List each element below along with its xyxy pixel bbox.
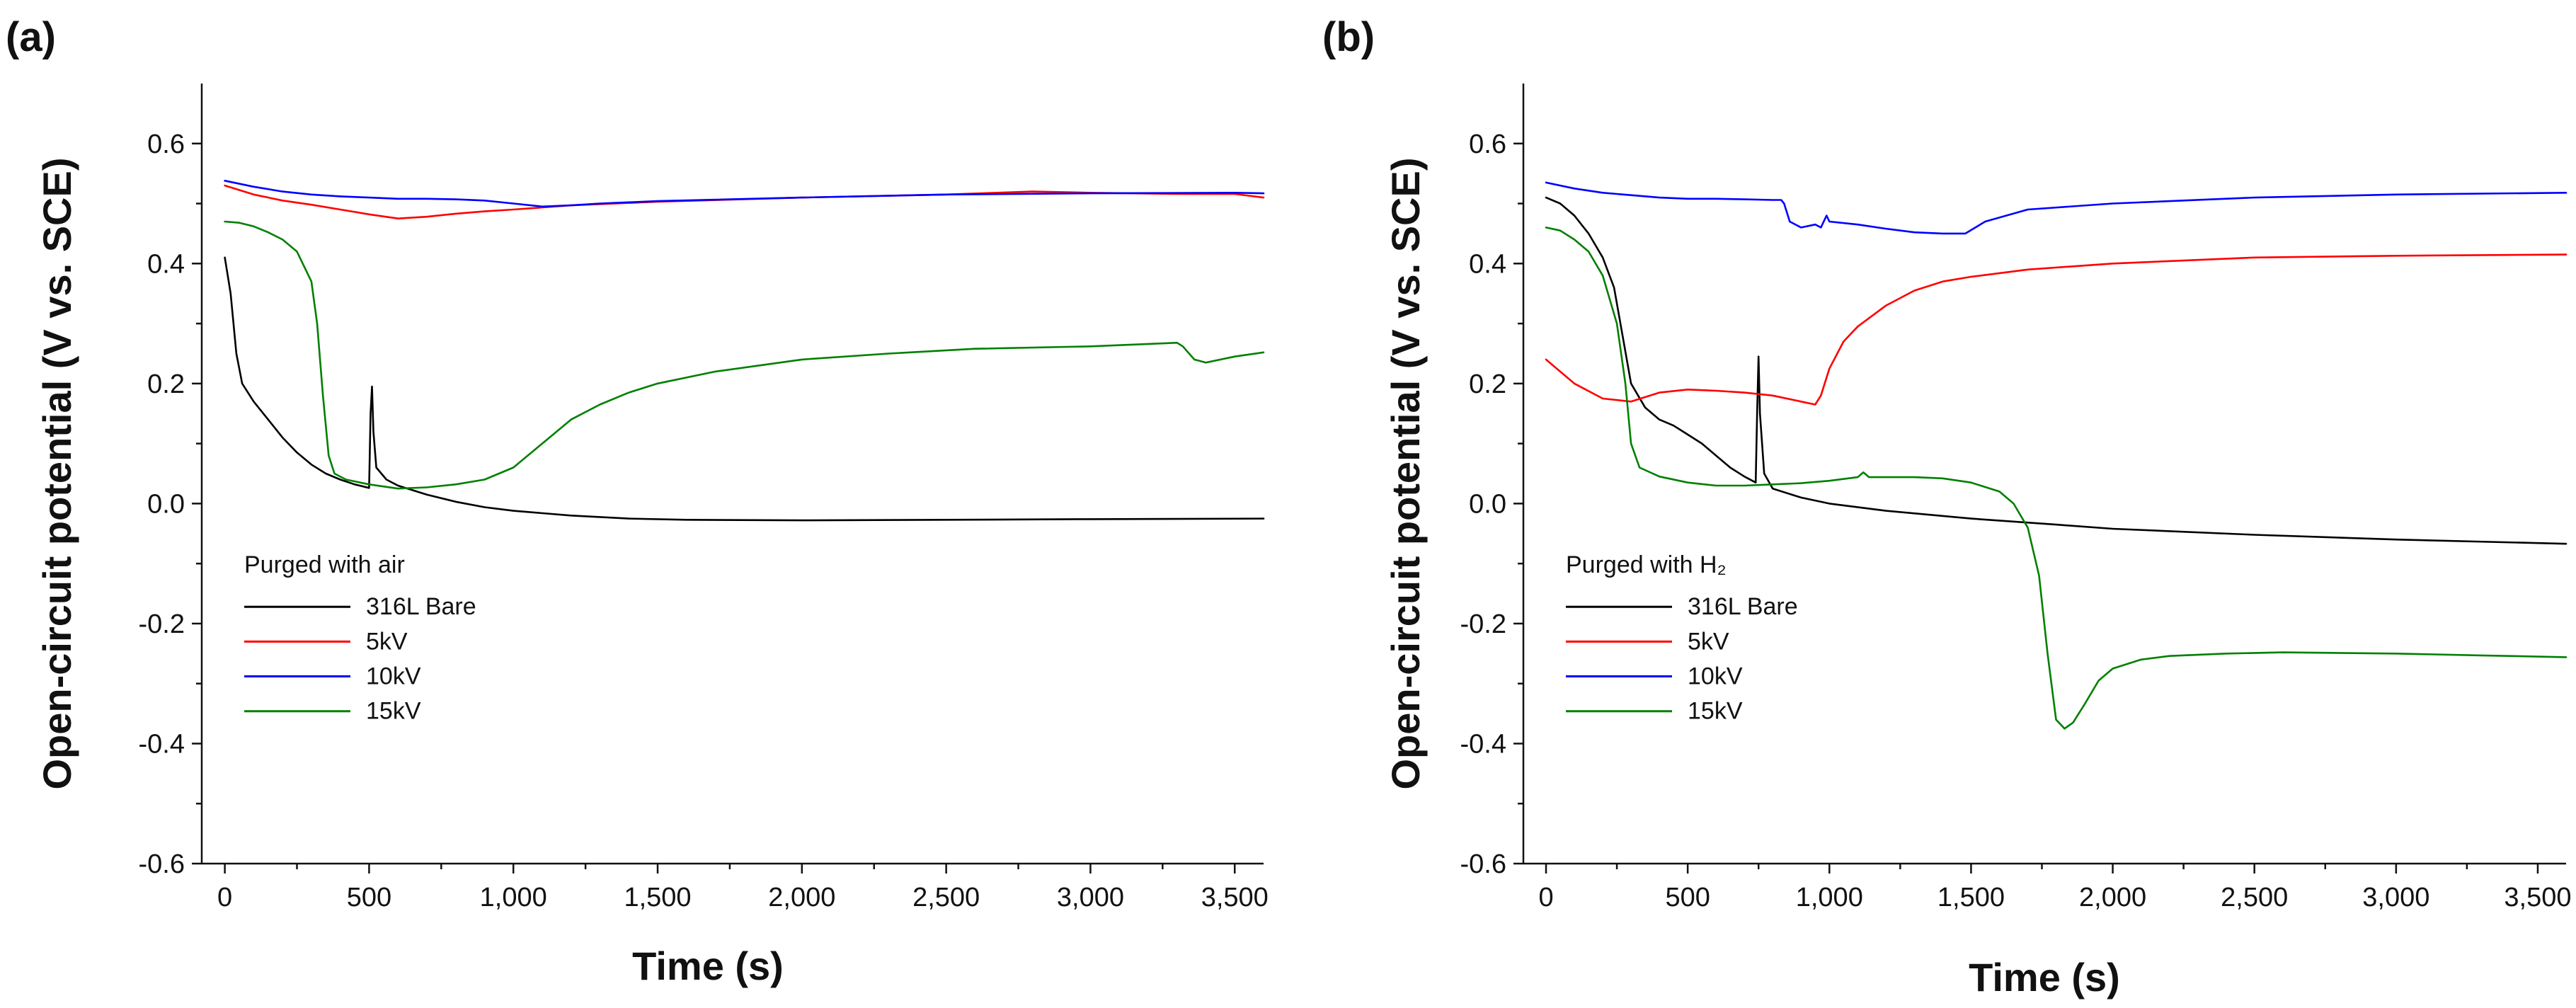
x-tick-label: 1,500 [1937, 883, 2005, 912]
series-line-5kv [224, 184, 1265, 219]
x-tick-label: 3,000 [2362, 883, 2429, 912]
y-tick-label: 0.2 [1469, 370, 1506, 399]
x-tick-label: 1,500 [624, 883, 691, 912]
legend-label: 15kV [1688, 698, 1743, 725]
legend-label: 10kV [366, 663, 421, 690]
y-tick-label: 0.4 [147, 249, 185, 279]
x-tick-label: 2,500 [2221, 883, 2288, 912]
y-tick-label: -0.2 [139, 609, 185, 639]
legend-title: Purged with H₂ [1566, 551, 1727, 578]
y-tick-label: -0.2 [1460, 609, 1506, 639]
series-line-5kv [1545, 253, 2568, 406]
chart-panel-a: (a) -0.6 -0.4 -0.2 0.0 0.2 0.4 0.6 0 500 1,000 1,50… [6, 14, 1269, 988]
y-axis-title: Open-circuit potential (V vs. SCE) [35, 157, 79, 789]
x-tick-label: 1,000 [480, 883, 547, 912]
x-tick-label: 3,500 [1201, 883, 1269, 912]
panel-label: (a) [6, 14, 56, 60]
y-tick-label: -0.6 [1460, 849, 1506, 879]
x-tick-label: 0 [217, 883, 232, 912]
y-tick-label: -0.4 [1460, 729, 1506, 759]
legend-label: 5kV [366, 628, 408, 655]
y-tick-label: -0.6 [139, 849, 185, 879]
series-line-15kv [1545, 227, 2568, 730]
legend-label: 316L Bare [1688, 593, 1798, 620]
x-tick-label: 500 [1665, 883, 1710, 912]
legend-title: Purged with air [244, 551, 405, 578]
series-line-10kv [1545, 181, 2568, 235]
y-tick-label: -0.4 [139, 729, 185, 759]
legend-label: 316L Bare [366, 593, 476, 620]
x-tick-label: 3,000 [1057, 883, 1124, 912]
y-tick-label: 0.0 [1469, 489, 1506, 519]
y-tick-label: 0.6 [1469, 130, 1506, 159]
series-line-15kv [224, 220, 1265, 490]
chart-panel-b: (b) -0.6 -0.4 -0.2 0.0 0.2 0.4 0.6 0 500 1,000 1,50… [1322, 14, 2572, 1000]
x-axis-title: Time (s) [1969, 955, 2120, 1000]
y-tick-label: 0.4 [1469, 249, 1506, 279]
y-tick-label: 0.0 [147, 489, 185, 519]
x-tick-label: 0 [1538, 883, 1553, 912]
legend-label: 15kV [366, 698, 421, 725]
x-tick-label: 500 [347, 883, 391, 912]
x-tick-label: 1,000 [1796, 883, 1863, 912]
series-line-10kv [224, 180, 1265, 208]
legend-label: 10kV [1688, 663, 1743, 690]
legend-label: 5kV [1688, 628, 1729, 655]
x-tick-label: 2,000 [2079, 883, 2146, 912]
x-tick-label: 2,000 [768, 883, 835, 912]
panel-label: (b) [1322, 14, 1375, 60]
x-tick-label: 2,500 [912, 883, 980, 912]
series-line-316l-bare [224, 256, 1265, 522]
series-line-316l-bare [1545, 196, 2568, 545]
legend: Purged with H₂ 316L Bare 5kV 10kV 15kV [1566, 551, 1798, 725]
legend: Purged with air 316L Bare 5kV 10kV 15kV [244, 551, 476, 725]
x-tick-label: 3,500 [2504, 883, 2571, 912]
y-tick-label: 0.2 [147, 370, 185, 399]
y-axis-title: Open-circuit potential (V vs. SCE) [1383, 157, 1428, 789]
x-axis-title: Time (s) [632, 944, 784, 988]
y-tick-label: 0.6 [147, 130, 185, 159]
